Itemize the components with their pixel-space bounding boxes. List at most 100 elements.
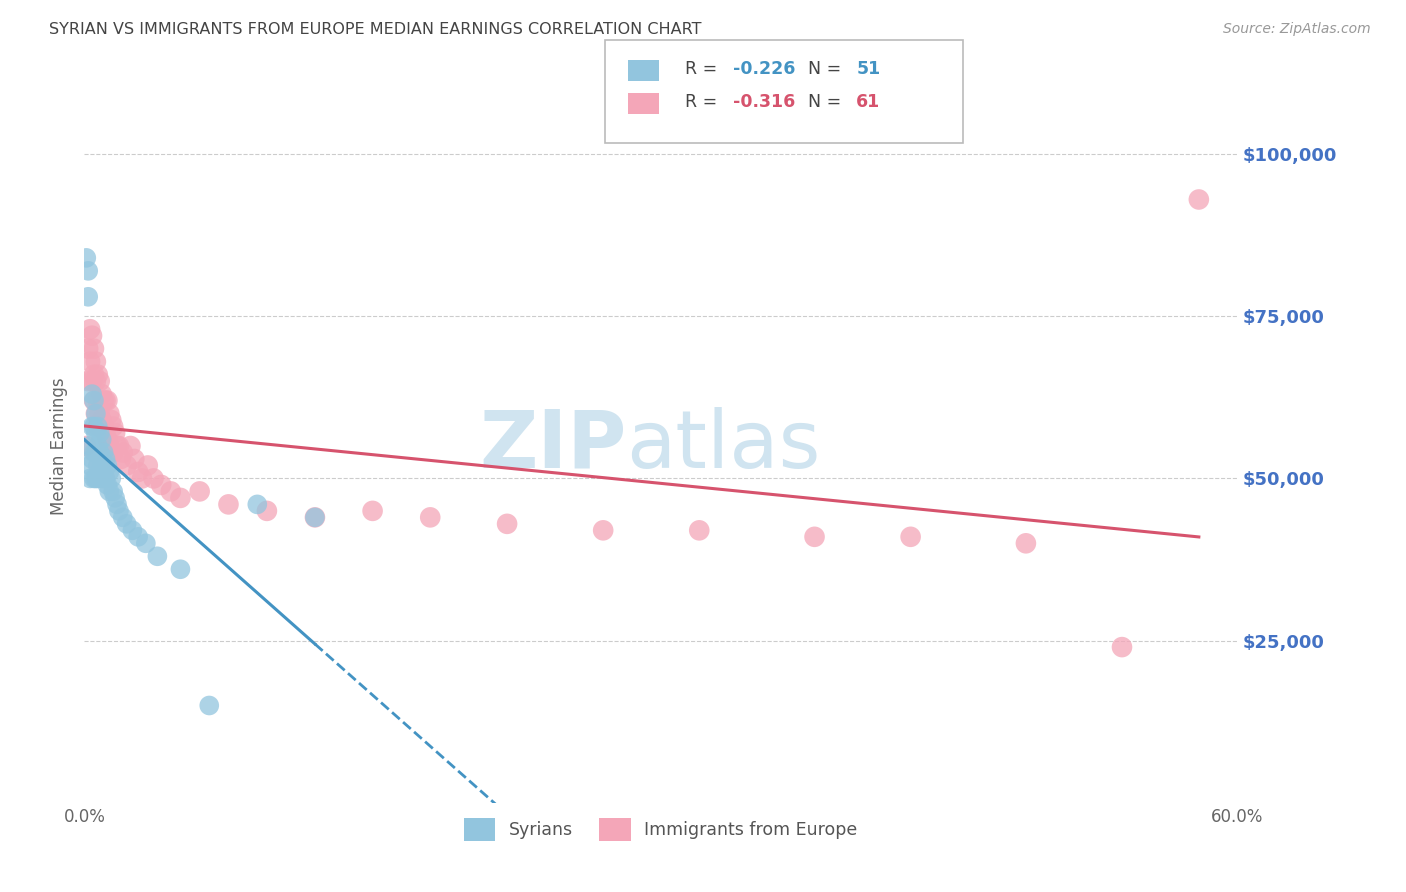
Point (115, 516, 138, 531)
Point (136, 458, 159, 473)
Point (89, 445, 111, 459)
Point (169, 491, 191, 505)
Point (79, 439, 101, 453)
Text: R =: R = (685, 60, 723, 78)
Point (77, 342, 100, 356)
Point (75, 251, 97, 265)
Point (87, 419, 110, 434)
Point (169, 562, 191, 576)
Point (1111, 640, 1133, 654)
Point (100, 445, 122, 459)
Point (218, 497, 240, 511)
Text: 51: 51 (856, 60, 880, 78)
Point (89, 425, 111, 440)
Text: atlas: atlas (626, 407, 821, 485)
Point (146, 549, 169, 564)
Point (361, 504, 384, 518)
Point (94, 452, 117, 467)
Point (98, 484, 121, 499)
Point (105, 497, 128, 511)
Point (103, 445, 124, 459)
Point (124, 452, 146, 467)
Point (84, 471, 107, 485)
Point (94, 425, 117, 440)
Y-axis label: Median Earnings: Median Earnings (51, 377, 69, 515)
Point (188, 484, 211, 499)
Point (83, 393, 105, 408)
Point (90, 433, 112, 447)
Point (84, 407, 107, 421)
Point (90, 387, 112, 401)
Point (84, 374, 107, 388)
Point (127, 465, 149, 479)
Point (93, 458, 115, 473)
Point (304, 510, 326, 524)
Point (96, 433, 118, 447)
Point (89, 407, 111, 421)
Point (87, 368, 110, 382)
Point (246, 497, 269, 511)
Point (84, 425, 107, 440)
Point (79, 354, 101, 368)
Point (127, 530, 149, 544)
Point (419, 510, 441, 524)
Text: -0.316: -0.316 (733, 93, 794, 111)
Point (160, 484, 183, 499)
Point (80, 387, 103, 401)
Point (115, 458, 138, 473)
Point (93, 445, 115, 459)
Text: -0.226: -0.226 (733, 60, 794, 78)
Point (198, 698, 221, 713)
Point (142, 471, 165, 485)
Point (87, 439, 110, 453)
Point (79, 458, 101, 473)
Text: R =: R = (685, 93, 723, 111)
Point (120, 439, 142, 453)
Point (90, 413, 112, 427)
Point (108, 439, 131, 453)
Point (80, 374, 103, 388)
Point (79, 322, 101, 336)
Point (121, 524, 143, 538)
Point (96, 478, 118, 492)
Point (94, 471, 117, 485)
Point (89, 465, 111, 479)
Text: N =: N = (808, 93, 848, 111)
Point (83, 445, 105, 459)
Point (90, 471, 112, 485)
Point (592, 524, 614, 538)
Point (104, 491, 127, 505)
Point (100, 413, 122, 427)
Point (1188, 193, 1211, 207)
Point (150, 478, 173, 492)
Point (84, 445, 107, 459)
Point (77, 264, 100, 278)
Point (75, 439, 97, 453)
Point (108, 504, 131, 518)
Point (131, 471, 153, 485)
Point (304, 510, 326, 524)
Point (98, 407, 121, 421)
Point (104, 425, 127, 440)
Point (256, 504, 278, 518)
Point (688, 524, 710, 538)
Point (100, 471, 122, 485)
Point (80, 419, 103, 434)
Point (77, 374, 100, 388)
Point (111, 445, 134, 459)
Point (77, 290, 100, 304)
Point (96, 393, 118, 408)
Text: Source: ZipAtlas.com: Source: ZipAtlas.com (1223, 22, 1371, 37)
Point (83, 368, 105, 382)
Point (87, 419, 110, 434)
Point (1015, 536, 1038, 550)
Text: 61: 61 (856, 93, 880, 111)
Point (105, 439, 128, 453)
Text: ZIP: ZIP (479, 407, 626, 485)
Point (803, 530, 825, 544)
Point (98, 465, 121, 479)
Legend: Syrians, Immigrants from Europe: Syrians, Immigrants from Europe (457, 812, 865, 847)
Text: SYRIAN VS IMMIGRANTS FROM EUROPE MEDIAN EARNINGS CORRELATION CHART: SYRIAN VS IMMIGRANTS FROM EUROPE MEDIAN … (49, 22, 702, 37)
Point (900, 530, 922, 544)
Point (103, 484, 124, 499)
